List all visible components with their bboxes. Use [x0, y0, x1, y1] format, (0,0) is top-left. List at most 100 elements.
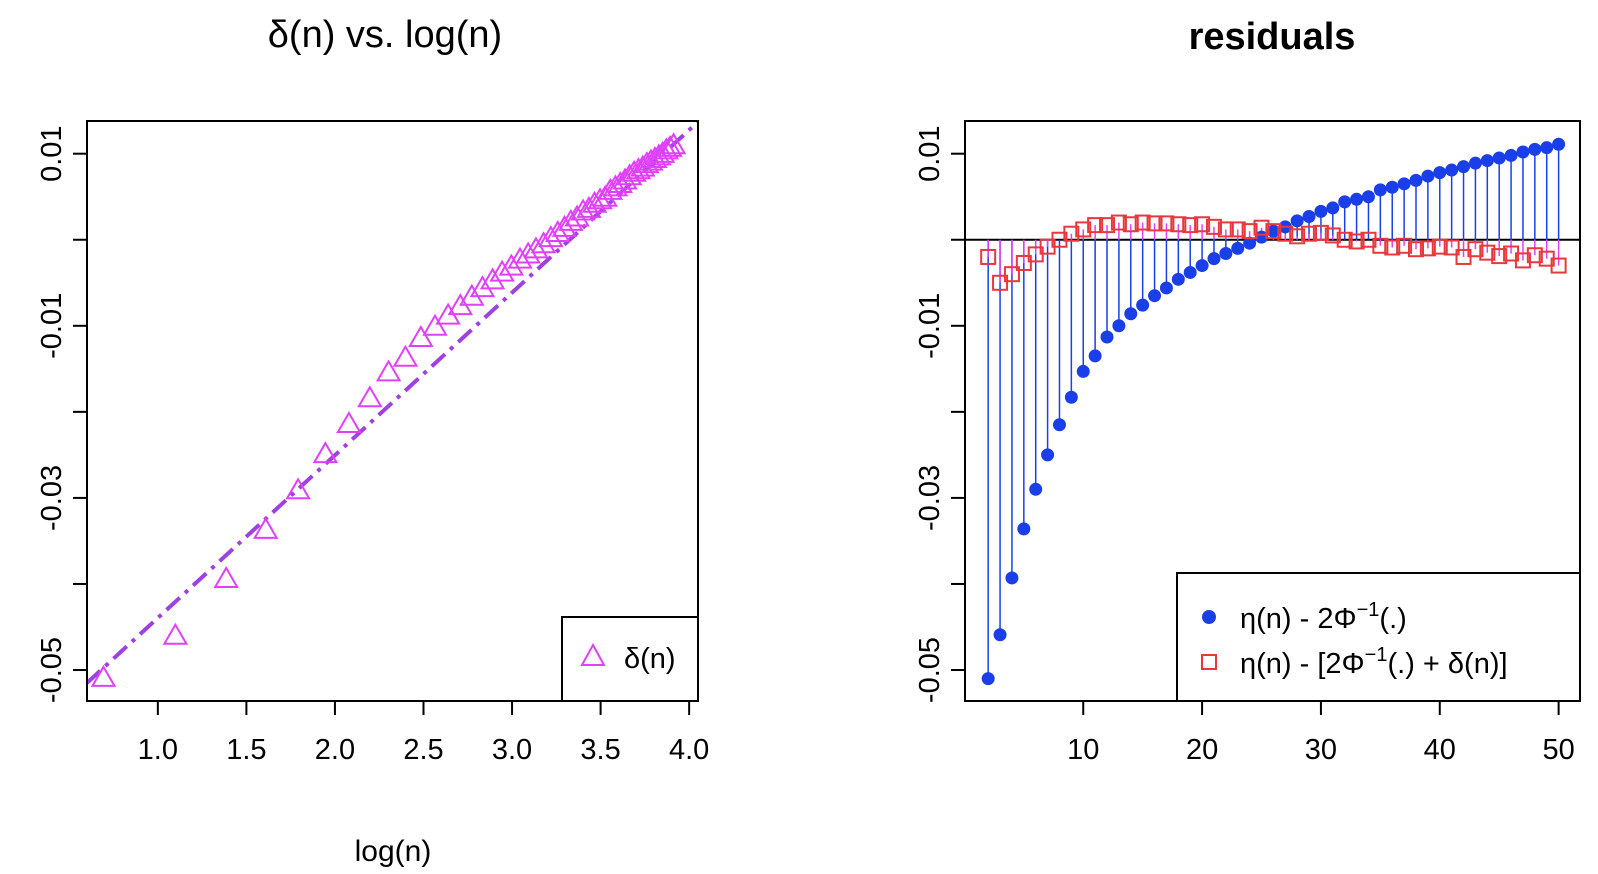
- red-square-point: [1146, 215, 1163, 232]
- red-square-point: [1158, 215, 1175, 232]
- blue-point: [1457, 160, 1471, 174]
- triangle-point: [545, 220, 571, 243]
- legend-circle-marker: [1202, 610, 1216, 624]
- triangle-point: [252, 516, 279, 539]
- legend-label-red: η(n) - [2Φ−1(.) + δ(n)]: [1240, 644, 1508, 680]
- blue-point: [981, 672, 995, 686]
- red-square-point: [1277, 225, 1294, 242]
- triangle-point: [285, 477, 311, 500]
- legend-label: δ(n): [624, 643, 676, 675]
- blue-point: [1088, 349, 1102, 363]
- blue-point: [1421, 169, 1435, 183]
- blue-point: [1207, 252, 1221, 266]
- red-square-point: [1205, 218, 1222, 235]
- x-tick-label: 4.0: [669, 734, 709, 766]
- triangle-point: [90, 664, 117, 687]
- red-square-point: [1087, 217, 1104, 234]
- legend: η(n) - 2Φ−1(.) η(n) - [2Φ−1(.) + δ(n)]: [1176, 572, 1581, 702]
- blue-point: [1540, 141, 1554, 155]
- blue-point: [1100, 330, 1114, 344]
- blue-point: [1243, 236, 1257, 250]
- red-square-point: [1122, 216, 1139, 233]
- red-square-point: [1099, 217, 1116, 234]
- blue-point: [1219, 247, 1233, 261]
- triangle-point: [336, 411, 362, 434]
- red-square-point: [1182, 217, 1199, 234]
- chart-title: δ(n) vs. log(n): [268, 14, 502, 56]
- triangle-point: [312, 441, 339, 464]
- blue-point: [1159, 281, 1173, 295]
- triangle-point: [638, 148, 664, 171]
- legend: δ(n): [561, 616, 699, 702]
- red-square-point: [1372, 237, 1389, 254]
- red-square-point: [1194, 216, 1211, 233]
- blue-point: [1445, 163, 1459, 177]
- x-axis-label: log(n): [355, 835, 432, 868]
- blue-point: [1052, 418, 1066, 432]
- red-square-point: [1514, 252, 1531, 269]
- red-square-point: [1348, 233, 1365, 250]
- blue-point: [1171, 272, 1185, 286]
- x-tick-label: 10: [1067, 734, 1099, 766]
- y-tick-label: -0.03: [914, 465, 946, 531]
- blue-point: [1290, 214, 1304, 228]
- blue-point: [1468, 156, 1482, 170]
- blue-point: [1326, 201, 1340, 215]
- blue-point: [1350, 192, 1364, 206]
- blue-point: [1017, 522, 1031, 536]
- triangle-point: [357, 385, 383, 408]
- x-tick-label: 3.5: [580, 734, 620, 766]
- blue-point: [1266, 224, 1280, 238]
- triangle-point: [392, 344, 419, 367]
- red-square-point: [1443, 239, 1460, 256]
- red-square-point: [1217, 221, 1234, 238]
- fit-line-group: [85, 120, 700, 685]
- red-square-point: [1229, 221, 1246, 238]
- red-square-point: [1550, 257, 1567, 274]
- red-square-point: [1336, 231, 1353, 248]
- triangle-point: [660, 132, 687, 155]
- blue-stems: [987, 144, 1560, 679]
- blue-point: [1480, 154, 1494, 168]
- x-tick-label: 20: [1186, 734, 1218, 766]
- y-tick-label: 0.01: [914, 125, 946, 181]
- blue-point: [1528, 142, 1542, 156]
- x-tick-label: 1.0: [138, 734, 178, 766]
- red-square-point: [1241, 223, 1258, 240]
- red-square-point: [1253, 219, 1270, 236]
- triangle-point: [657, 134, 683, 157]
- triangle-point: [653, 137, 680, 160]
- x-tick-label: 30: [1305, 734, 1337, 766]
- triangle-point: [523, 236, 549, 259]
- x-tick-label: 50: [1542, 734, 1574, 766]
- y-tick-label: -0.01: [914, 293, 946, 359]
- blue-series: [981, 137, 1566, 686]
- y-tick-label: -0.05: [36, 637, 68, 703]
- chart-delta-vs-log: δ(n) vs. log(n) -0.05-0.03-0.010.01 1.0 1…: [36, 14, 709, 868]
- red-square-point: [980, 248, 997, 265]
- blue-point: [1385, 180, 1399, 194]
- blue-point: [1076, 364, 1090, 378]
- red-square-point: [1408, 241, 1424, 258]
- red-square-point: [1431, 238, 1448, 255]
- blue-point: [1124, 307, 1138, 321]
- y-tick-label: -0.01: [36, 293, 68, 359]
- y-tick-label: 0.01: [36, 125, 68, 181]
- red-square-point: [1324, 227, 1341, 244]
- blue-point: [1361, 190, 1375, 204]
- blue-point: [1136, 298, 1150, 312]
- red-square-point: [992, 274, 1009, 291]
- red-square-point: [1075, 221, 1092, 238]
- x-tick-label: 3.0: [492, 734, 532, 766]
- x-tick-label: 1.5: [226, 734, 266, 766]
- x-axis: 1.0 1.5 2.0 2.5 3.0 3.5 4.0: [138, 700, 709, 766]
- blue-point: [1029, 482, 1043, 496]
- plot-frame: [86, 120, 699, 702]
- red-square-point: [1384, 239, 1401, 256]
- red-square-point: [1134, 214, 1151, 231]
- triangle-point: [213, 565, 239, 588]
- red-square-point: [1467, 241, 1484, 258]
- triangle-point: [479, 267, 506, 290]
- red-square-point: [1312, 224, 1329, 241]
- blue-point: [1041, 448, 1055, 462]
